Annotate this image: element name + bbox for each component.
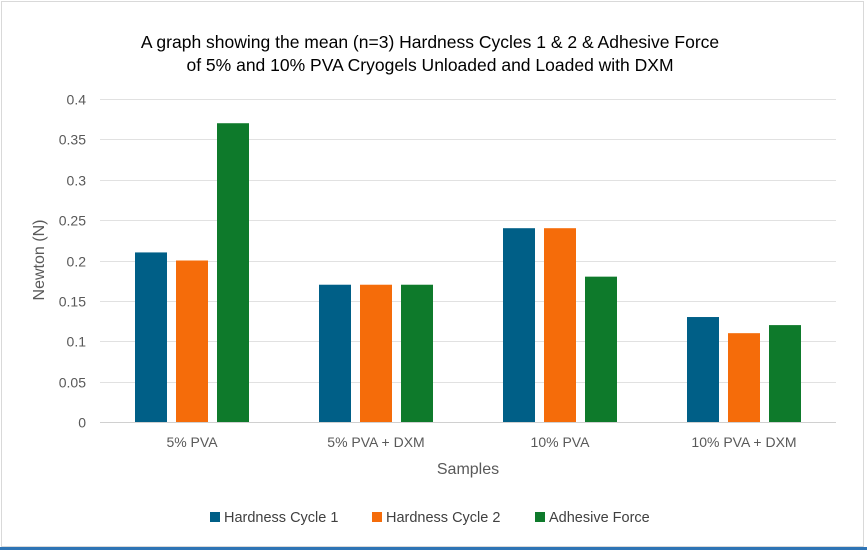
y-tick-label: 0.3 <box>67 173 87 189</box>
bar-adhesive-force <box>769 325 801 422</box>
chart-title-line-1: A graph showing the mean (n=3) Hardness … <box>141 32 719 52</box>
bar-hardness-cycle-1 <box>687 317 719 422</box>
bar-hardness-cycle-2 <box>176 260 208 422</box>
bar-adhesive-force <box>217 123 249 422</box>
x-axis-title: Samples <box>437 461 499 478</box>
y-tick-label: 0.1 <box>67 334 87 350</box>
bar-hardness-cycle-2 <box>728 333 760 422</box>
bar-hardness-cycle-1 <box>319 284 351 422</box>
y-tick-label: 0.25 <box>59 213 86 229</box>
bar-hardness-cycle-1 <box>135 252 167 422</box>
legend-label: Hardness Cycle 1 <box>224 510 338 526</box>
bar-adhesive-force <box>585 276 617 422</box>
legend-swatch <box>372 512 382 522</box>
y-tick-label: 0.35 <box>59 132 86 148</box>
bar-hardness-cycle-2 <box>360 284 392 422</box>
y-axis-title: Newton (N) <box>31 220 48 301</box>
legend: Hardness Cycle 1 Hardness Cycle 2 Adhesive… <box>210 510 650 526</box>
chart-title-line-2: of 5% and 10% PVA Cryogels Unloaded and … <box>186 55 673 75</box>
legend-label: Hardness Cycle 2 <box>386 510 500 526</box>
y-tick-label: 0 <box>78 415 86 431</box>
y-tick-label: 0.2 <box>67 254 87 270</box>
y-tick-label: 0.05 <box>59 375 86 391</box>
x-tick-label: 5% PVA <box>166 434 218 450</box>
legend-label: Adhesive Force <box>549 510 650 526</box>
x-tick-label: 10% PVA <box>531 434 591 450</box>
bar-hardness-cycle-1 <box>503 228 535 422</box>
bar-hardness-cycle-2 <box>544 228 576 422</box>
y-tick-label: 0.4 <box>67 92 87 108</box>
legend-swatch <box>535 512 545 522</box>
bar-adhesive-force <box>401 284 433 422</box>
bottom-border <box>0 547 867 550</box>
y-tick-label: 0.15 <box>59 294 86 310</box>
x-tick-label: 10% PVA + DXM <box>691 434 796 450</box>
x-tick-label: 5% PVA + DXM <box>327 434 424 450</box>
legend-swatch <box>210 512 220 522</box>
